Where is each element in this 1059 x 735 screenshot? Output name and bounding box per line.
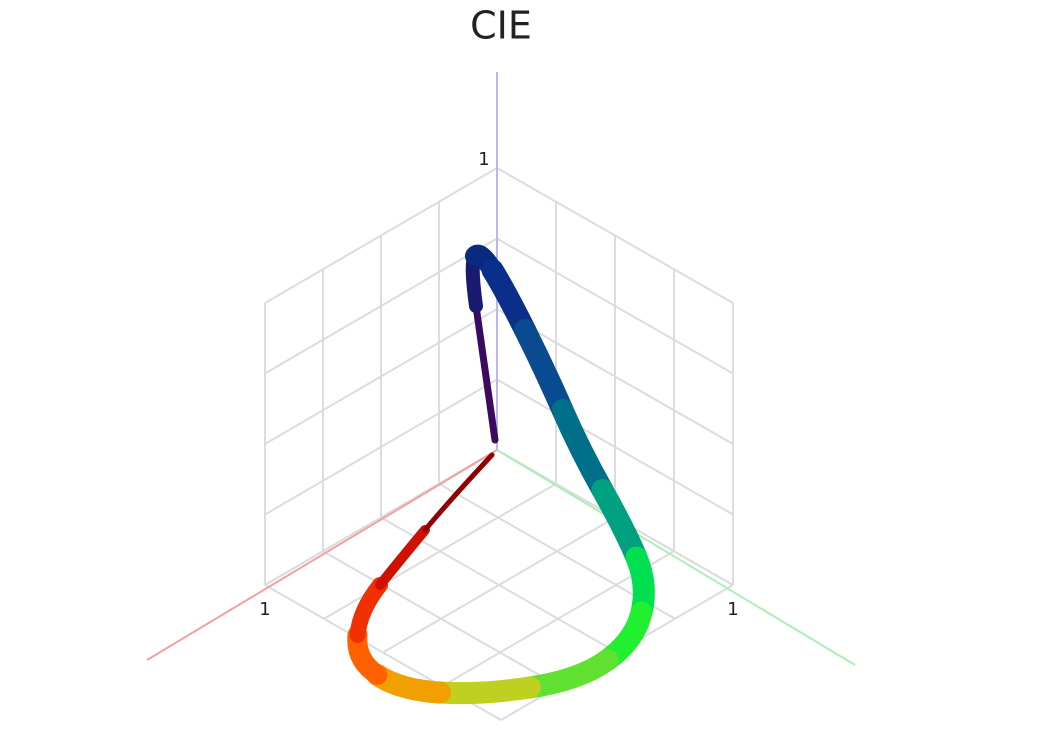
curve-segment: [551, 399, 614, 501]
spectral-locus: [347, 244, 655, 705]
grid: [264, 167, 734, 721]
grid-line: [496, 167, 734, 304]
curve-segment: [429, 676, 541, 705]
grid-line: [264, 237, 498, 375]
y-axis: [496, 449, 856, 666]
curve-segment: [349, 577, 388, 643]
curve-segment: [472, 302, 499, 444]
grid-line: [382, 516, 616, 654]
curve-segment: [591, 479, 648, 569]
z-axis-label: 1: [478, 149, 489, 170]
grid-line: [264, 308, 498, 445]
grid-line: [322, 550, 560, 688]
title: CIE: [470, 4, 532, 48]
curve-segment: [375, 525, 430, 590]
y-axis-label: 1: [727, 599, 738, 620]
x-axis: [146, 449, 498, 661]
curve-segment: [422, 452, 495, 533]
curve-segment: [519, 649, 619, 699]
x-axis-label: 1: [259, 599, 270, 620]
grid-line: [264, 167, 498, 304]
grid-line: [496, 237, 734, 375]
